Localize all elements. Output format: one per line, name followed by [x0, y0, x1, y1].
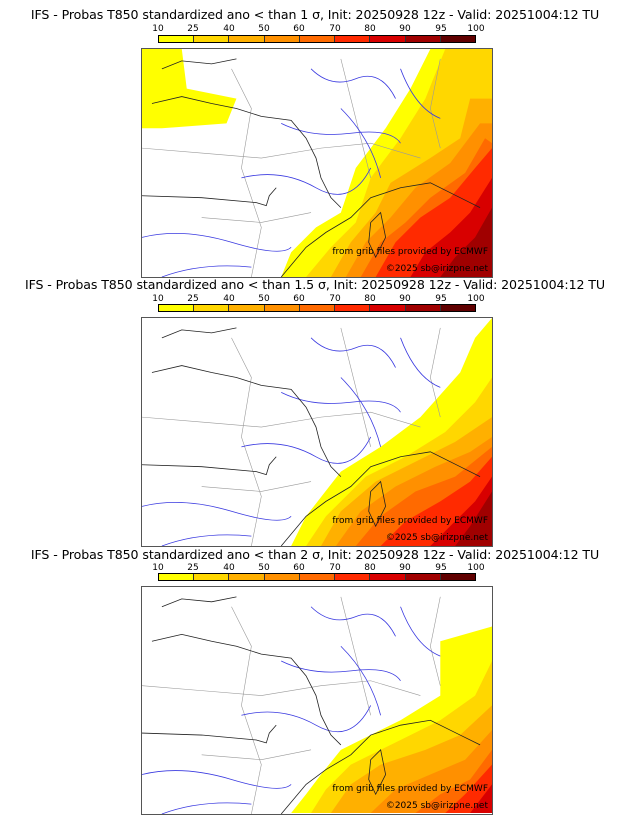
admin-borders [142, 58, 441, 277]
colorbar-segment [264, 36, 300, 42]
colorbar-tick: 25 [187, 563, 199, 573]
chart-title: IFS - Probas T850 standardized ano < tha… [30, 7, 600, 22]
colorbar-tick: 90 [399, 24, 411, 34]
rivers [142, 337, 441, 546]
colorbar-segment [194, 36, 230, 42]
map-canvas [142, 318, 492, 546]
colorbar-tick: 80 [364, 563, 376, 573]
probability-map: from grib files provided by ECMWF ©2025 … [141, 586, 493, 815]
colorbar-ticks: 10 25 40 50 60 70 80 90 95 100 [0, 294, 630, 305]
colorbar-segment [299, 305, 336, 311]
chart-title: IFS - Probas T850 standardized ano < tha… [30, 547, 600, 562]
probability-contour [455, 491, 492, 546]
colorbar-ticks: 10 25 40 50 60 70 80 90 95 100 [0, 24, 630, 35]
colorbar-segment [159, 36, 195, 42]
colorbar-tick: 10 [152, 294, 164, 304]
probability-contour [142, 49, 237, 129]
colorbar-tick: 40 [223, 563, 235, 573]
colorbar-segment [229, 36, 265, 42]
colorbar-segment [440, 305, 475, 311]
colorbar-tick: 80 [364, 24, 376, 34]
colorbar-segment [299, 574, 336, 580]
colorbar-segment [229, 574, 265, 580]
colorbar-tick: 80 [364, 294, 376, 304]
colorbar-segment [370, 305, 406, 311]
colorbar-tick: 50 [258, 294, 270, 304]
coastline [142, 327, 481, 546]
colorbar-segment [159, 305, 195, 311]
colorbar-segment [370, 574, 406, 580]
colorbar-tick: 95 [435, 294, 447, 304]
admin-borders [142, 327, 441, 546]
probability-map: from grib files provided by ECMWF ©2025 … [141, 48, 493, 278]
credit-copyright: ©2025 sb@irizpne.net [385, 533, 488, 543]
colorbar-tick: 70 [329, 24, 341, 34]
colorbar-segment [159, 574, 195, 580]
colorbar-segment [194, 574, 230, 580]
coastline [142, 58, 481, 277]
colorbar-segment [264, 305, 300, 311]
credit-source: from grib files provided by ECMWF [332, 516, 488, 526]
colorbar-tick: 100 [467, 294, 485, 304]
chart-panel-2: IFS - Probas T850 standardized ano < tha… [0, 270, 630, 550]
colorbar-tick: 10 [152, 563, 164, 573]
colorbar-tick: 50 [258, 563, 270, 573]
colorbar-tick: 25 [187, 24, 199, 34]
colorbar-segment [405, 36, 441, 42]
credit-copyright: ©2025 sb@irizpne.net [385, 801, 488, 811]
colorbar-segment [335, 36, 371, 42]
colorbar-tick: 100 [467, 24, 485, 34]
credit-source: from grib files provided by ECMWF [332, 247, 488, 257]
colorbar-tick: 40 [223, 294, 235, 304]
colorbar-segment [264, 574, 300, 580]
colorbar-tick: 25 [187, 294, 199, 304]
colorbar-tick: 100 [467, 563, 485, 573]
colorbar-segment [335, 574, 371, 580]
colorbar-segment [299, 36, 336, 42]
colorbar-tick: 40 [223, 24, 235, 34]
colorbar-segment [405, 574, 441, 580]
probability-contour [440, 207, 492, 277]
rivers [142, 68, 441, 277]
colorbar-tick: 60 [293, 24, 305, 34]
colorbar-tick: 60 [293, 294, 305, 304]
colorbar-segment [405, 305, 441, 311]
colorbar [158, 304, 476, 312]
colorbar-tick: 95 [435, 563, 447, 573]
colorbar-segment [440, 574, 475, 580]
map-canvas [142, 596, 492, 814]
chart-title: IFS - Probas T850 standardized ano < tha… [24, 277, 606, 292]
colorbar-tick: 70 [329, 294, 341, 304]
colorbar-tick: 90 [399, 563, 411, 573]
colorbar-tick: 50 [258, 24, 270, 34]
colorbar-tick: 10 [152, 24, 164, 34]
colorbar-ticks: 10 25 40 50 60 70 80 90 95 100 [0, 563, 630, 574]
coastline [142, 596, 481, 814]
colorbar-tick: 60 [293, 563, 305, 573]
colorbar [158, 573, 476, 581]
colorbar-segment [335, 305, 371, 311]
probability-map: from grib files provided by ECMWF ©2025 … [141, 317, 493, 547]
colorbar-tick: 90 [399, 294, 411, 304]
map-canvas [142, 49, 492, 277]
colorbar-tick: 70 [329, 563, 341, 573]
colorbar [158, 35, 476, 43]
colorbar-segment [194, 305, 230, 311]
credit-copyright: ©2025 sb@irizpne.net [385, 264, 488, 274]
colorbar-segment [440, 36, 475, 42]
admin-borders [142, 596, 441, 814]
colorbar-tick: 95 [435, 24, 447, 34]
chart-panel-1: IFS - Probas T850 standardized ano < tha… [0, 0, 630, 280]
rivers [142, 606, 441, 814]
colorbar-segment [370, 36, 406, 42]
credit-source: from grib files provided by ECMWF [332, 784, 488, 794]
chart-panel-3: IFS - Probas T850 standardized ano < tha… [0, 540, 630, 828]
colorbar-segment [229, 305, 265, 311]
